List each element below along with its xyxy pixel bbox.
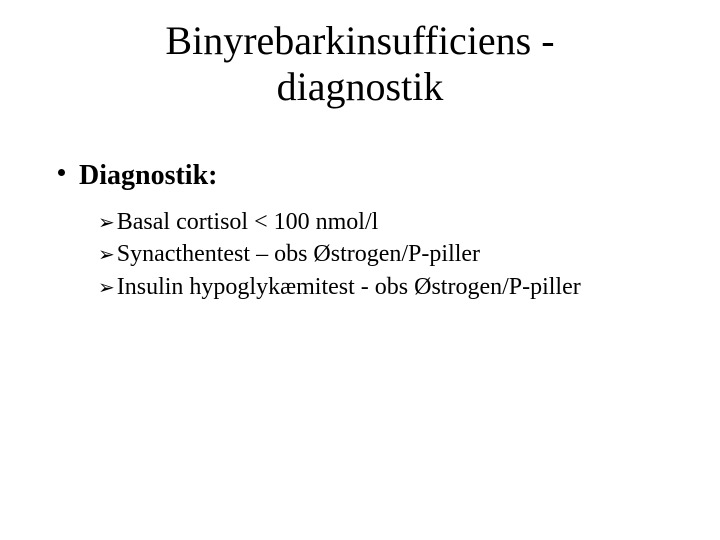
bullet-label: Diagnostik:	[79, 160, 217, 192]
slide: Binyrebarkinsufficiens - diagnostik Diag…	[0, 0, 720, 540]
arrow-icon: ➢	[98, 275, 115, 302]
bullet-dot-icon	[58, 169, 65, 176]
bullet-item: Diagnostik:	[58, 160, 720, 192]
slide-title: Binyrebarkinsufficiens - diagnostik	[0, 0, 720, 110]
sub-item-text: Synacthentest – obs Østrogen/P-piller	[117, 238, 480, 270]
arrow-icon: ➢	[98, 242, 115, 269]
list-item: ➢ Synacthentest – obs Østrogen/P-piller	[98, 238, 720, 270]
title-line-2: diagnostik	[277, 64, 444, 109]
title-line-1: Binyrebarkinsufficiens -	[165, 18, 554, 63]
list-item: ➢ Basal cortisol < 100 nmol/l	[98, 206, 720, 238]
sub-item-text: Insulin hypoglykæmitest - obs Østrogen/P…	[117, 271, 581, 303]
arrow-icon: ➢	[98, 210, 115, 237]
sub-list: ➢ Basal cortisol < 100 nmol/l ➢ Synacthe…	[58, 206, 720, 303]
slide-body: Diagnostik: ➢ Basal cortisol < 100 nmol/…	[0, 110, 720, 303]
sub-item-text: Basal cortisol < 100 nmol/l	[117, 206, 379, 238]
list-item: ➢ Insulin hypoglykæmitest - obs Østrogen…	[98, 271, 720, 303]
